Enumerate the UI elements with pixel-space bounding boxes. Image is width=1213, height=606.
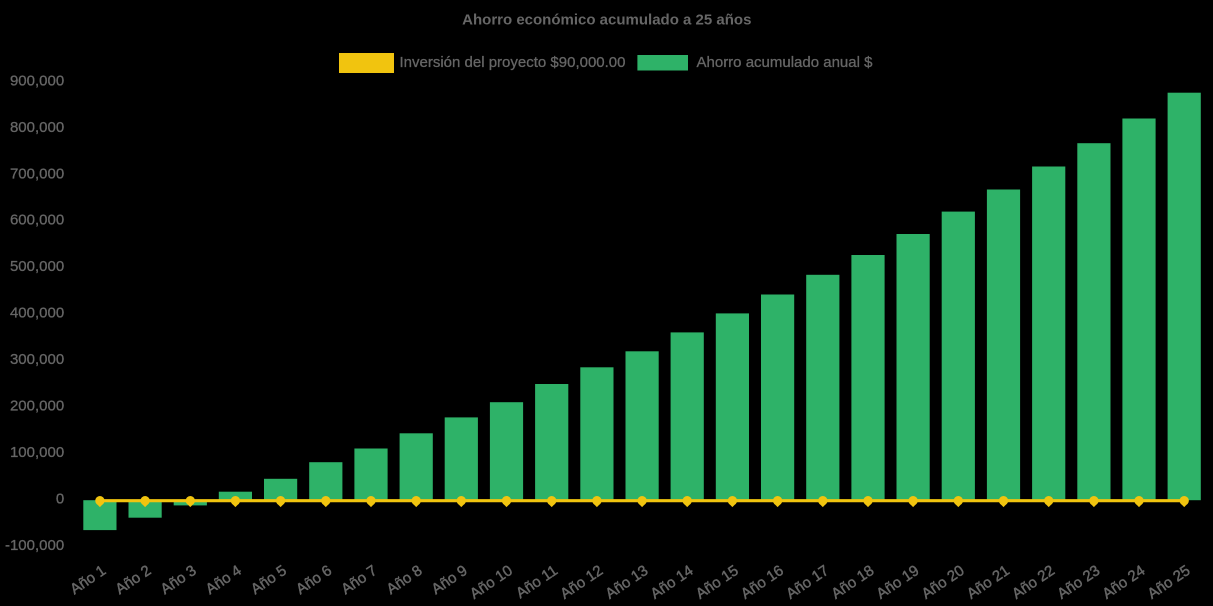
svg-text:Año 9: Año 9: [429, 562, 471, 598]
svg-text:100,000: 100,000: [10, 444, 64, 461]
svg-text:Año 8: Año 8: [383, 562, 425, 598]
svg-text:700,000: 700,000: [10, 165, 64, 182]
svg-text:Año 15: Año 15: [693, 562, 742, 603]
svg-text:200,000: 200,000: [10, 398, 64, 415]
svg-text:Año 11: Año 11: [513, 562, 561, 602]
svg-text:Año 25: Año 25: [1145, 562, 1194, 603]
svg-text:800,000: 800,000: [10, 119, 64, 136]
svg-text:Año 14: Año 14: [648, 562, 697, 603]
svg-text:Ahorro acumulado anual $: Ahorro acumulado anual $: [697, 54, 874, 71]
svg-text:900,000: 900,000: [10, 72, 64, 89]
svg-text:Año 12: Año 12: [557, 562, 606, 603]
svg-text:0: 0: [56, 491, 64, 508]
svg-text:Año 17: Año 17: [783, 562, 832, 603]
svg-text:Año 1: Año 1: [67, 562, 109, 598]
svg-text:Año 3: Año 3: [158, 562, 200, 598]
svg-text:Año 2: Año 2: [112, 562, 154, 598]
svg-text:Año 4: Año 4: [203, 562, 245, 598]
svg-text:Año 18: Año 18: [828, 562, 877, 603]
svg-text:Año 6: Año 6: [293, 562, 335, 598]
svg-text:400,000: 400,000: [10, 305, 64, 322]
svg-text:Año 23: Año 23: [1054, 562, 1103, 603]
svg-text:Año 22: Año 22: [1009, 562, 1058, 603]
svg-text:-100,000: -100,000: [5, 537, 64, 554]
svg-text:500,000: 500,000: [10, 258, 64, 275]
svg-text:Año 5: Año 5: [248, 562, 290, 598]
svg-text:Año 20: Año 20: [919, 562, 968, 603]
svg-text:Año 24: Año 24: [1099, 562, 1148, 603]
svg-text:Año 19: Año 19: [873, 562, 922, 603]
svg-text:Ahorro económico acumulado a 2: Ahorro económico acumulado a 25 años: [462, 12, 751, 29]
svg-text:Año 16: Año 16: [738, 562, 787, 603]
svg-text:Año 13: Año 13: [602, 562, 651, 603]
svg-text:Año 10: Año 10: [467, 562, 516, 603]
svg-text:Inversión del proyecto $90,000: Inversión del proyecto $90,000.00: [400, 54, 626, 71]
svg-text:Año 21: Año 21: [964, 562, 1013, 603]
svg-text:Año 7: Año 7: [338, 562, 380, 598]
svg-text:300,000: 300,000: [10, 351, 64, 368]
svg-text:600,000: 600,000: [10, 212, 64, 229]
